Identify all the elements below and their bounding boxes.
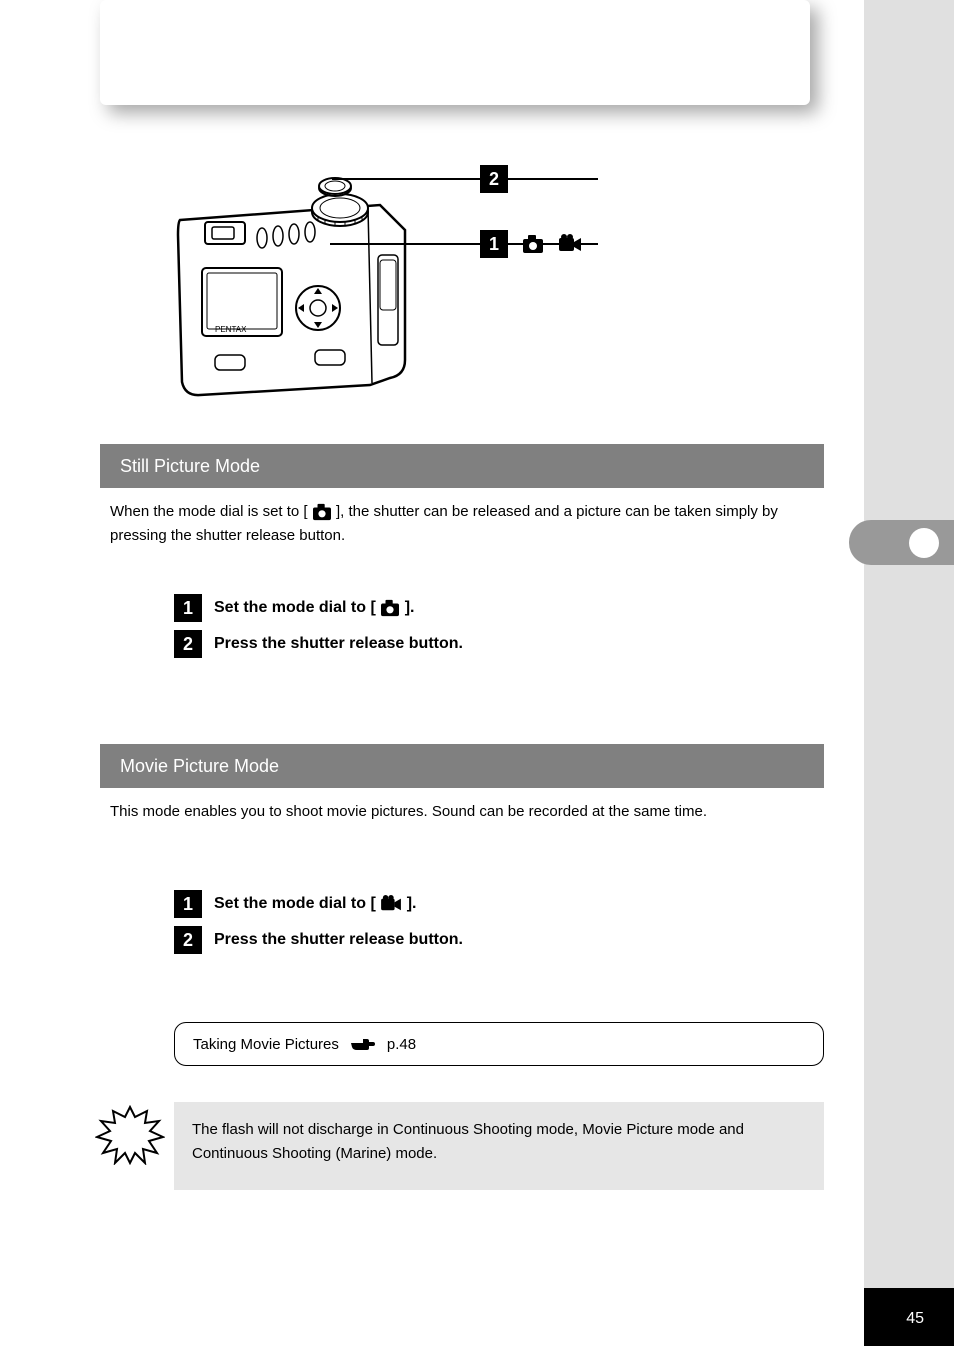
step-row: 1 Set the mode dial to [ ].	[174, 594, 814, 622]
side-tab	[849, 520, 954, 565]
section-heading-still-picture: Still Picture Mode	[100, 444, 824, 488]
ref-page: p.48	[387, 1036, 416, 1053]
caution-text: The flash will not discharge in Continuo…	[192, 1121, 744, 1162]
step1-part2: ].	[405, 599, 415, 616]
ref-label: Taking Movie Pictures	[193, 1036, 339, 1053]
step-row: 2 Press the shutter release button.	[174, 630, 814, 658]
step-row: 2 Press the shutter release button.	[174, 926, 814, 954]
step1b-part2: ].	[407, 895, 417, 912]
pointing-hand-icon	[349, 1035, 377, 1053]
page-margin-sidebar	[864, 0, 954, 1346]
step-number-2: 2	[174, 630, 202, 658]
caution-note-box: The flash will not discharge in Continuo…	[174, 1102, 824, 1190]
movie-picture-steps: 1 Set the mode dial to [ ]. 2 Press the …	[174, 890, 814, 962]
step-2-text: Press the shutter release button.	[214, 926, 463, 954]
step-number-1-callout: 1	[480, 230, 508, 258]
step1-part1: Set the mode dial to [	[214, 599, 376, 616]
section-heading-still-picture-label: Still Picture Mode	[120, 456, 260, 477]
movie-picture-description: This mode enables you to shoot movie pic…	[110, 800, 814, 824]
step-1-text: Set the mode dial to [ ].	[214, 890, 416, 918]
callout-shutter-button: 2	[480, 165, 508, 193]
svg-text:PENTAX: PENTAX	[215, 325, 247, 334]
step1b-part1: Set the mode dial to [	[214, 895, 376, 912]
desc1-part1: When the mode dial is set to [	[110, 503, 308, 520]
page-number: 45	[906, 1310, 924, 1328]
section-heading-movie-picture-label: Movie Picture Mode	[120, 756, 279, 777]
step-1-text: Set the mode dial to [ ].	[214, 594, 414, 622]
camera-icon	[380, 599, 400, 617]
cross-reference-box: Taking Movie Pictures p.48	[174, 1022, 824, 1066]
movie-icon	[380, 895, 402, 913]
camera-icon	[312, 503, 332, 521]
step-number-1: 1	[174, 890, 202, 918]
step-number-1: 1	[174, 594, 202, 622]
step-2-text: Press the shutter release button.	[214, 630, 463, 658]
caution-burst-icon	[95, 1105, 165, 1165]
side-tab-indicator	[909, 528, 939, 558]
still-picture-steps: 1 Set the mode dial to [ ]. 2 Press the …	[174, 594, 814, 666]
step-number-2: 2	[174, 926, 202, 954]
callout-mode-dial: 1	[480, 230, 582, 258]
movie-icon	[558, 234, 582, 254]
camera-icon	[522, 234, 544, 254]
step-number-2-callout: 2	[480, 165, 508, 193]
camera-diagram: PENTAX	[160, 160, 450, 410]
section-heading-movie-picture: Movie Picture Mode	[100, 744, 824, 788]
still-picture-description: When the mode dial is set to [ ], the sh…	[110, 500, 814, 548]
chapter-title-box	[100, 0, 810, 105]
step-row: 1 Set the mode dial to [ ].	[174, 890, 814, 918]
leader-line-shutter	[332, 178, 598, 180]
page-content: PENTAX	[100, 0, 824, 1266]
